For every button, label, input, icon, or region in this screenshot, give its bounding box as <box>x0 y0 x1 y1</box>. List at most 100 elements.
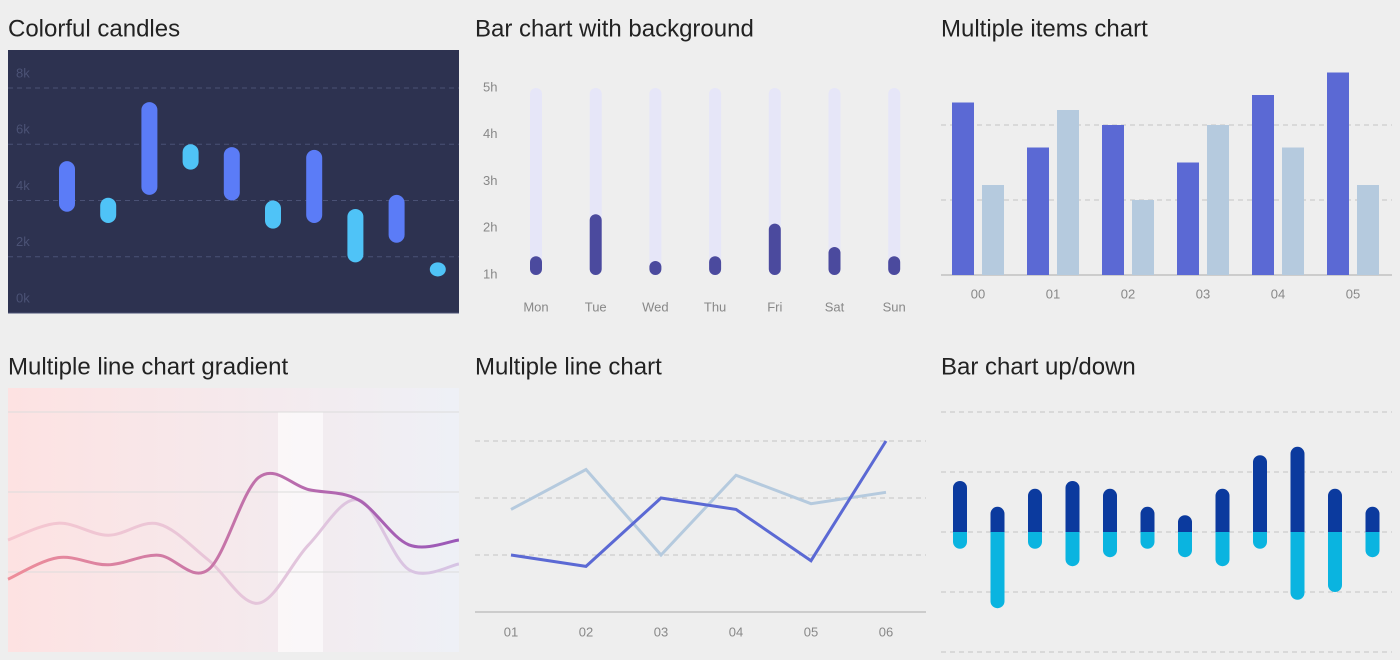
x-tick-label: Sat <box>825 299 845 314</box>
bar <box>1178 532 1192 558</box>
bar <box>649 260 662 275</box>
x-tick-label: 01 <box>504 624 518 639</box>
highlight-band <box>278 412 323 652</box>
range-bar <box>141 102 158 195</box>
bar <box>530 256 542 275</box>
chart-panel: Bar chart with background 1h 2h 3h 4h 5h Mon Tu… <box>475 15 906 314</box>
bar <box>982 185 1004 275</box>
x-tick-label: Fri <box>767 299 782 314</box>
bar <box>1027 147 1049 275</box>
bar <box>1215 488 1230 532</box>
x-tick-label: 02 <box>1121 286 1135 301</box>
bar <box>1215 532 1230 567</box>
x-tick-label: 05 <box>1346 286 1360 301</box>
chart-title: Bar chart with background <box>475 15 754 42</box>
range-bar <box>388 194 405 243</box>
chart-panel: Multiple items chart 00 01 02 03 04 05 <box>941 15 1392 301</box>
x-tick-label: 04 <box>729 624 743 639</box>
x-tick-label: Mon <box>523 299 548 314</box>
x-tick-label: 03 <box>1196 286 1210 301</box>
line <box>7 471 460 581</box>
line <box>510 467 887 558</box>
bar-background <box>888 88 901 275</box>
y-tick-label: 4k <box>16 178 30 193</box>
bar <box>1365 532 1380 558</box>
chart-title: Multiple line chart <box>475 353 662 380</box>
range-bar <box>59 161 75 212</box>
bar <box>589 214 602 275</box>
x-tick-label: 04 <box>1271 286 1285 301</box>
bar <box>952 102 974 275</box>
bar <box>1065 532 1080 567</box>
bar <box>1028 488 1042 532</box>
bar <box>953 532 968 549</box>
bar <box>1102 125 1124 275</box>
range-bar <box>182 144 199 170</box>
bar <box>1357 185 1379 275</box>
range-bar <box>429 262 446 277</box>
bar <box>828 246 841 275</box>
y-tick-label: 8k <box>16 65 30 80</box>
bar <box>1327 72 1349 275</box>
y-tick-label: 2k <box>16 234 30 249</box>
bar <box>1140 532 1155 549</box>
bar <box>990 532 1005 609</box>
chart-panel: Multiple line chart gradient <box>7 353 460 652</box>
y-tick-label: 3h <box>483 173 497 188</box>
bar <box>1365 506 1380 532</box>
bar <box>888 256 901 275</box>
x-tick-label: Wed <box>642 299 669 314</box>
bar <box>1132 200 1154 275</box>
range-bar <box>100 197 117 223</box>
chart-panel: Multiple line chart 01 02 03 04 05 06 <box>475 353 926 639</box>
line <box>510 440 888 568</box>
range-bar <box>306 149 323 223</box>
bar <box>1057 110 1079 275</box>
y-tick-label: 1h <box>483 266 497 281</box>
x-tick-label: Tue <box>585 299 607 314</box>
bar <box>1290 446 1305 532</box>
chart-title: Bar chart up/down <box>941 353 1136 380</box>
x-tick-label: Thu <box>704 299 726 314</box>
x-tick-label: 06 <box>879 624 893 639</box>
bar <box>1028 532 1042 549</box>
line <box>7 498 460 605</box>
range-bar <box>265 200 281 229</box>
bar <box>1140 506 1155 532</box>
bar-background <box>530 88 542 275</box>
bar <box>1178 515 1192 532</box>
x-tick-label: 02 <box>579 624 593 639</box>
x-tick-label: 05 <box>804 624 818 639</box>
y-tick-label: 5h <box>483 79 497 94</box>
x-tick-label: 00 <box>971 286 985 301</box>
y-tick-label: 6k <box>16 122 30 137</box>
bar-background <box>649 88 662 275</box>
chart-panel: Bar chart up/down <box>941 353 1392 653</box>
x-tick-label: 01 <box>1046 286 1060 301</box>
chart-panel: Colorful candles 0k 2k 4k 6k 8k <box>8 15 459 314</box>
bar <box>1177 162 1199 275</box>
bar <box>1328 532 1342 592</box>
x-tick-label: Sun <box>883 299 906 314</box>
bar <box>1328 488 1342 532</box>
bar <box>1253 532 1267 549</box>
bar-background <box>828 88 841 275</box>
bar <box>1252 95 1274 275</box>
chart-title: Colorful candles <box>8 15 180 42</box>
bar <box>1065 481 1080 532</box>
bar <box>768 223 781 275</box>
chart-title: Multiple line chart gradient <box>8 353 288 380</box>
x-tick-label: 03 <box>654 624 668 639</box>
bar <box>953 481 967 532</box>
y-tick-label: 4h <box>483 126 497 141</box>
bar <box>1207 125 1229 275</box>
bar <box>1103 488 1117 532</box>
bar <box>1103 532 1117 558</box>
range-bar <box>223 147 240 201</box>
y-tick-label: 0k <box>16 290 30 305</box>
bar <box>1253 455 1267 532</box>
y-tick-label: 2h <box>483 220 497 235</box>
chart-title: Multiple items chart <box>941 15 1148 42</box>
